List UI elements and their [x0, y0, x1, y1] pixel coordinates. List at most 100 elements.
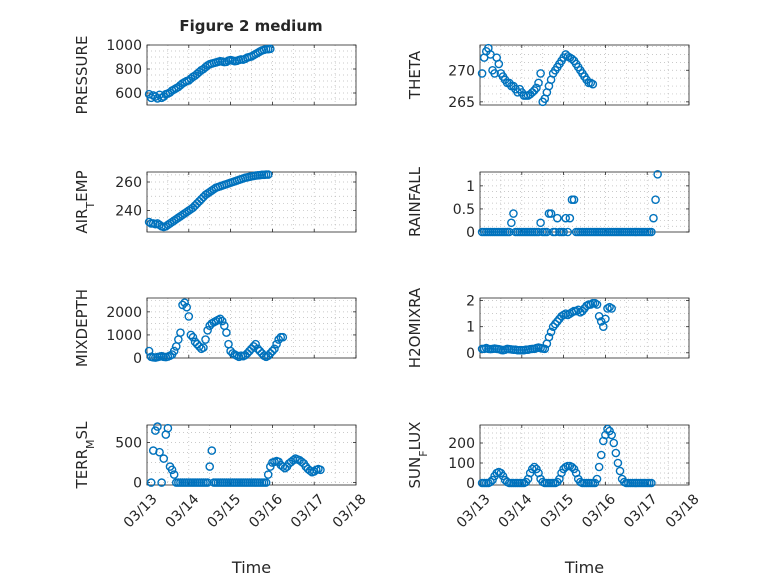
- data-point: [288, 455, 298, 465]
- data-point: [507, 218, 516, 228]
- y-tick-label: 0: [133, 476, 142, 492]
- data-point: [607, 430, 616, 440]
- y-tick-label: 0: [133, 351, 142, 367]
- y-tick-label: 0.5: [453, 202, 475, 218]
- data-point: [243, 349, 252, 358]
- data-point: [224, 339, 233, 349]
- data-point: [553, 317, 562, 326]
- data-point: [578, 306, 587, 316]
- data-point: [494, 59, 504, 69]
- data-point: [186, 330, 196, 340]
- data-point: [167, 465, 177, 475]
- data-point: [527, 464, 537, 474]
- x-tick-label: 03/18: [330, 491, 370, 531]
- y-axis-label: TERRMSL: [73, 421, 97, 490]
- data-point: [203, 326, 212, 335]
- data-point: [270, 344, 279, 354]
- data-point: [594, 462, 604, 472]
- data-point: [569, 195, 579, 204]
- data-point: [647, 227, 656, 237]
- y-tick-label: 0: [466, 225, 475, 241]
- data-point: [544, 332, 554, 342]
- axes-box: [146, 44, 357, 106]
- data-point: [530, 86, 539, 95]
- data-point: [263, 351, 273, 360]
- data-point: [603, 424, 612, 434]
- y-axis-label: MIXDEPTH: [73, 289, 91, 367]
- data-point: [607, 304, 616, 313]
- y-tick-label: 600: [115, 86, 142, 102]
- y-tick-label: 200: [448, 436, 475, 452]
- data-point: [174, 335, 183, 344]
- data-point: [609, 438, 619, 448]
- data-point: [546, 327, 556, 337]
- data-point: [217, 316, 227, 326]
- data-point: [261, 478, 271, 487]
- data-point: [278, 332, 288, 342]
- y-axis-label: AIRTEMP: [73, 170, 97, 233]
- data-point: [592, 474, 602, 484]
- axes-box: [479, 297, 690, 359]
- data-point: [550, 319, 560, 329]
- data-point: [155, 447, 164, 457]
- data-point: [561, 213, 570, 223]
- x-tick-label: 03/13: [454, 491, 494, 531]
- data-point: [649, 213, 658, 223]
- y-tick-label: 0: [466, 476, 475, 492]
- data-point: [563, 227, 573, 237]
- data-point: [596, 450, 606, 460]
- data-point: [249, 342, 258, 351]
- y-tick-label: 1: [466, 320, 475, 336]
- data-point: [153, 422, 162, 431]
- data-point: [266, 44, 275, 54]
- data-point: [542, 227, 552, 237]
- data-point: [144, 346, 154, 356]
- data-point: [305, 466, 315, 475]
- data-point: [268, 346, 277, 356]
- data-point: [194, 342, 204, 351]
- x-tick-label: 03/17: [621, 491, 661, 531]
- y-tick-label: 500: [115, 436, 142, 452]
- data-point: [280, 463, 290, 473]
- axes-box: [479, 424, 690, 486]
- data-point: [592, 300, 602, 309]
- data-point: [247, 344, 256, 354]
- data-point: [548, 322, 558, 331]
- subplot-terr-msl: 0 500 03/13 03/14 03/15 03/16 03/17 03/18 Time TE…: [73, 421, 370, 577]
- data-point: [601, 314, 610, 324]
- data-point: [188, 332, 198, 342]
- data-point: [611, 448, 621, 458]
- x-tick-label: 03/14: [163, 491, 203, 531]
- data-point: [490, 69, 499, 78]
- axes-box: [479, 44, 690, 106]
- data-point: [504, 227, 514, 237]
- data-point: [316, 465, 325, 475]
- data-point: [565, 213, 575, 223]
- data-point: [613, 458, 623, 468]
- data-point: [297, 457, 306, 467]
- x-tick-label: 03/17: [288, 491, 328, 531]
- x-tick-label: 03/15: [204, 491, 244, 531]
- data-point: [157, 478, 166, 487]
- data-point: [151, 92, 160, 101]
- data-point: [146, 478, 156, 487]
- subplot-mixdepth: 0 1000 2000 MIXDEPTH: [73, 289, 357, 367]
- data-point: [146, 93, 156, 103]
- data-point: [215, 314, 225, 324]
- subplot-air-temp: 240 260 AIRTEMP: [73, 170, 357, 234]
- data-point: [615, 466, 625, 476]
- data-point: [201, 335, 210, 344]
- y-tick-label: 1000: [106, 328, 142, 344]
- data-point: [534, 78, 543, 88]
- data-point: [647, 478, 656, 488]
- data-point: [205, 462, 214, 471]
- y-axis-label: SUNFLUX: [406, 422, 430, 489]
- data-point: [263, 470, 273, 479]
- data-point: [253, 344, 263, 354]
- data-point: [182, 302, 192, 312]
- y-tick-label: 1: [466, 179, 475, 195]
- y-tick-label: 800: [115, 62, 142, 78]
- subplot-theta: 265 270 THETA: [406, 43, 690, 111]
